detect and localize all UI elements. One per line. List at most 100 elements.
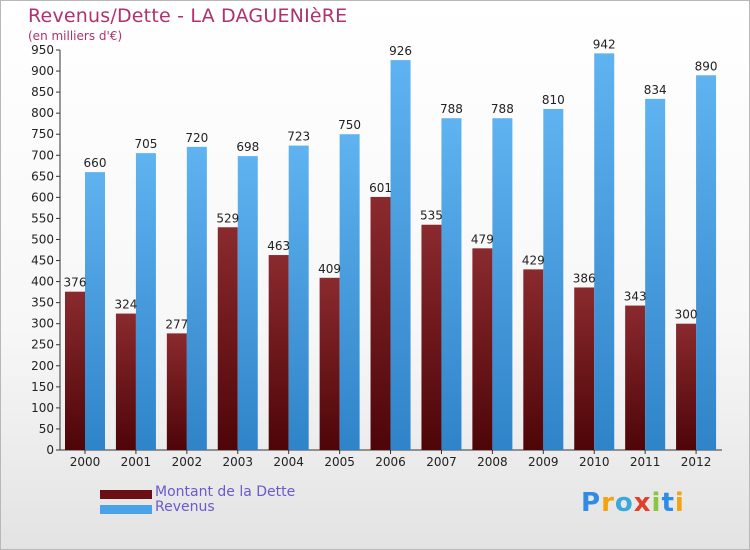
axes: 0 50 100 150 200 250 300 350 400 450 500 550 600 650 7… bbox=[31, 43, 722, 469]
y-tick-label: 150 bbox=[31, 380, 54, 394]
bar-dette bbox=[65, 291, 85, 450]
data-label-revenus: 788 bbox=[491, 102, 514, 116]
data-label-revenus: 750 bbox=[338, 118, 361, 132]
bar-revenus bbox=[186, 146, 207, 450]
data-label-revenus: 810 bbox=[542, 93, 565, 107]
data-label-revenus: 788 bbox=[440, 102, 463, 116]
bar-dette bbox=[166, 333, 187, 450]
chart-subtitle: (en milliers d'€) bbox=[28, 29, 123, 43]
data-label-dette: 277 bbox=[165, 317, 188, 331]
y-tick-label: 350 bbox=[31, 296, 54, 310]
y-tick-label: 550 bbox=[31, 211, 54, 225]
x-tick-label: 2011 bbox=[630, 455, 661, 469]
bar-dette bbox=[574, 287, 595, 450]
y-tick-label: 450 bbox=[31, 254, 54, 268]
y-tick-label: 850 bbox=[31, 85, 54, 99]
bars bbox=[65, 53, 717, 451]
bar-dette bbox=[115, 313, 136, 450]
proxiti-logo: Proxiti bbox=[581, 488, 685, 518]
bar-revenus bbox=[339, 134, 360, 451]
data-label-dette: 479 bbox=[471, 232, 494, 246]
bar-revenus bbox=[594, 53, 615, 451]
bar-dette bbox=[370, 196, 391, 450]
y-tick-label: 800 bbox=[31, 106, 54, 120]
data-label-revenus: 698 bbox=[236, 140, 259, 154]
data-label-revenus: 942 bbox=[593, 37, 616, 51]
bar-dette bbox=[625, 305, 646, 450]
bar-revenus bbox=[135, 153, 156, 450]
legend-swatch-debt bbox=[100, 490, 152, 499]
bar-dette bbox=[472, 248, 493, 450]
bar-revenus bbox=[492, 118, 513, 451]
x-tick-label: 2002 bbox=[172, 455, 203, 469]
y-tick-label: 500 bbox=[31, 232, 54, 246]
x-tick-label: 2006 bbox=[375, 455, 406, 469]
x-tick-label: 2009 bbox=[528, 455, 559, 469]
bar-revenus bbox=[288, 145, 309, 450]
data-label-dette: 429 bbox=[522, 253, 545, 267]
legend-label-revenus: Revenus bbox=[155, 499, 215, 515]
data-label-revenus: 705 bbox=[134, 137, 157, 151]
logo-letter: x bbox=[633, 488, 652, 518]
y-tick-label: 250 bbox=[31, 338, 54, 352]
bar-dette bbox=[421, 224, 442, 450]
bar-dette bbox=[523, 269, 544, 450]
data-label-revenus: 660 bbox=[84, 156, 107, 170]
data-label-dette: 343 bbox=[624, 290, 647, 304]
y-tick-label: 750 bbox=[31, 127, 54, 141]
chart-title: Revenus/Dette - LA DAGUENIèRE bbox=[28, 5, 348, 27]
data-label-revenus: 723 bbox=[287, 130, 310, 144]
y-tick-label: 100 bbox=[31, 401, 54, 415]
bar-revenus bbox=[390, 60, 411, 451]
legend-label-debt: Montant de la Dette bbox=[155, 484, 296, 500]
logo-letter: r bbox=[601, 488, 615, 518]
bar-revenus bbox=[645, 98, 666, 450]
y-tick-label: 300 bbox=[31, 317, 54, 331]
bar-dette bbox=[268, 255, 289, 450]
data-label-dette: 324 bbox=[114, 298, 137, 312]
data-label-dette: 529 bbox=[216, 211, 239, 225]
x-tick-label: 2003 bbox=[222, 455, 253, 469]
data-label-revenus: 926 bbox=[389, 44, 412, 58]
x-tick-label: 2008 bbox=[477, 455, 508, 469]
bar-dette bbox=[319, 277, 340, 450]
logo-letter: P bbox=[581, 488, 602, 518]
y-tick-label: 400 bbox=[31, 275, 54, 289]
bar-dette bbox=[676, 323, 697, 450]
data-label-revenus: 720 bbox=[185, 131, 208, 145]
data-label-dette: 409 bbox=[318, 262, 341, 276]
bar-dette bbox=[217, 227, 238, 450]
x-tick-label: 2004 bbox=[273, 455, 304, 469]
data-label-dette: 535 bbox=[420, 209, 443, 223]
logo-letter: t bbox=[661, 488, 675, 518]
y-tick-label: 650 bbox=[31, 169, 54, 183]
bar-revenus bbox=[696, 75, 717, 451]
data-label-dette: 386 bbox=[573, 271, 596, 285]
data-label-dette: 376 bbox=[64, 276, 87, 290]
logo-letter: o bbox=[614, 488, 634, 518]
bar-revenus bbox=[237, 156, 258, 450]
data-labels: 376 660 324 705 277 720 529 698 463 723 409 750 601 9… bbox=[64, 37, 718, 331]
logo-letter: i bbox=[674, 488, 685, 518]
x-tick-label: 2000 bbox=[70, 455, 101, 469]
y-tick-label: 0 bbox=[46, 443, 54, 457]
bar-revenus bbox=[543, 108, 564, 451]
x-tick-label: 2005 bbox=[324, 455, 355, 469]
y-tick-label: 600 bbox=[31, 190, 54, 204]
x-tick-label: 2001 bbox=[121, 455, 152, 469]
y-tick-label: 200 bbox=[31, 359, 54, 373]
data-label-dette: 601 bbox=[369, 181, 392, 195]
bar-revenus bbox=[441, 118, 462, 451]
x-tick-label: 2010 bbox=[579, 455, 610, 469]
x-tick-label: 2012 bbox=[681, 455, 712, 469]
legend-swatch-revenus bbox=[100, 505, 152, 514]
data-label-revenus: 890 bbox=[695, 59, 718, 73]
y-tick-label: 950 bbox=[31, 43, 54, 57]
y-tick-label: 900 bbox=[31, 64, 54, 78]
bar-revenus bbox=[85, 172, 105, 450]
data-label-dette: 463 bbox=[267, 239, 290, 253]
x-tick-label: 2007 bbox=[426, 455, 457, 469]
y-tick-label: 50 bbox=[39, 422, 54, 436]
data-label-dette: 300 bbox=[675, 308, 698, 322]
